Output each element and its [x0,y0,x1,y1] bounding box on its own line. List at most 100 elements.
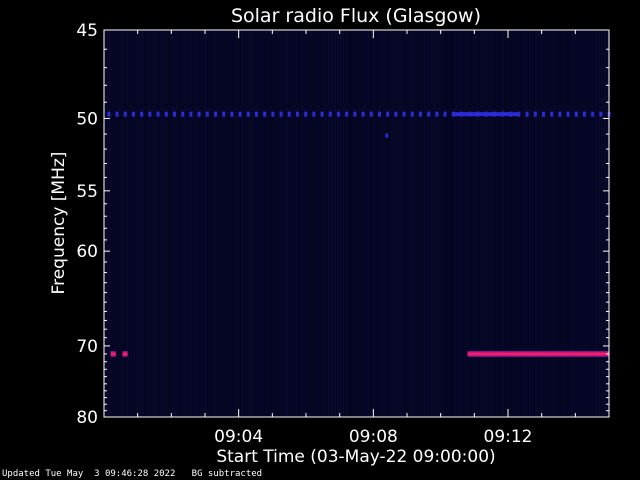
noise-column [199,31,201,416]
band-segment [279,111,283,117]
noise-column [535,31,537,416]
noise-column [400,31,402,416]
noise-column [121,31,123,416]
noise-column [289,31,291,416]
noise-column [241,31,243,416]
y-tick-label: 45 [76,21,98,41]
band-segment [254,111,258,117]
noise-column [421,31,423,416]
noise-column [544,31,546,416]
noise-column [244,31,246,416]
noise-column [505,31,507,416]
noise-column [472,31,474,416]
noise-column [520,31,522,416]
noise-column [340,31,342,416]
noise-column [427,31,429,416]
noise-column [595,31,597,416]
noise-column [205,31,207,416]
noise-column [457,31,459,416]
noise-column [355,31,357,416]
x-axis-label: Start Time (03-May-22 09:00:00) [216,447,495,467]
band-segment [345,111,349,117]
noise-column [493,31,495,416]
noise-column [142,31,144,416]
noise-column [322,31,324,416]
noise-column [598,31,600,416]
noise-column [370,31,372,416]
noise-column [508,31,510,416]
noise-column [361,31,363,416]
band-segment [115,111,119,117]
x-axis: 09:04 09:08 09:12 [137,30,576,447]
band-segment [533,111,537,117]
band-segment [517,111,521,117]
noise-column [256,31,258,416]
noise-column [517,31,519,416]
noise-column [412,31,414,416]
band-segment [263,111,267,117]
noise-column [529,31,531,416]
noise-column [388,31,390,416]
noise-column [145,31,147,416]
noise-column [109,31,111,416]
band-segment [328,111,332,117]
noise-column [304,31,306,416]
noise-column [214,31,216,416]
noise-column [220,31,222,416]
noise-column [277,31,279,416]
band-segment [369,111,373,117]
noise-column [367,31,369,416]
noise-column [211,31,213,416]
noise-column [604,31,606,416]
noise-column [577,31,579,416]
band-segment [443,111,447,117]
band-segment [361,111,365,117]
noise-column [115,31,117,416]
noise-column [364,31,366,416]
band-segment [140,111,144,117]
noise-column [316,31,318,416]
noise-column [376,31,378,416]
noise-column [502,31,504,416]
noise-column [418,31,420,416]
noise-column [166,31,168,416]
noise-column [178,31,180,416]
noise-column [328,31,330,416]
band-segment [110,352,116,356]
band-segment [189,111,193,117]
noise-column [466,31,468,416]
band-dense-segment [454,112,519,117]
noise-column [169,31,171,416]
noise-column [469,31,471,416]
noise-column [262,31,264,416]
noise-column [580,31,582,416]
noise-column [295,31,297,416]
noise-column [568,31,570,416]
noise-texture [106,31,609,416]
noise-column [532,31,534,416]
noise-column [373,31,375,416]
noise-column [556,31,558,416]
noise-column [148,31,150,416]
noise-column [130,31,132,416]
noise-column [325,31,327,416]
noise-column [334,31,336,416]
noise-column [397,31,399,416]
noise-column [385,31,387,416]
band-segment [582,111,586,117]
noise-column [565,31,567,416]
band-segment [122,352,128,356]
noise-column [562,31,564,416]
chart-title: Solar radio Flux (Glasgow) [231,5,481,27]
noise-column [250,31,252,416]
noise-column [454,31,456,416]
noise-column [232,31,234,416]
noise-column [601,31,603,416]
band-segment [435,111,439,117]
band-segment [123,111,127,117]
band-segment [205,111,209,117]
noise-column [547,31,549,416]
band-segment [181,111,185,117]
band-segment [451,111,455,117]
band-segment [394,111,398,117]
